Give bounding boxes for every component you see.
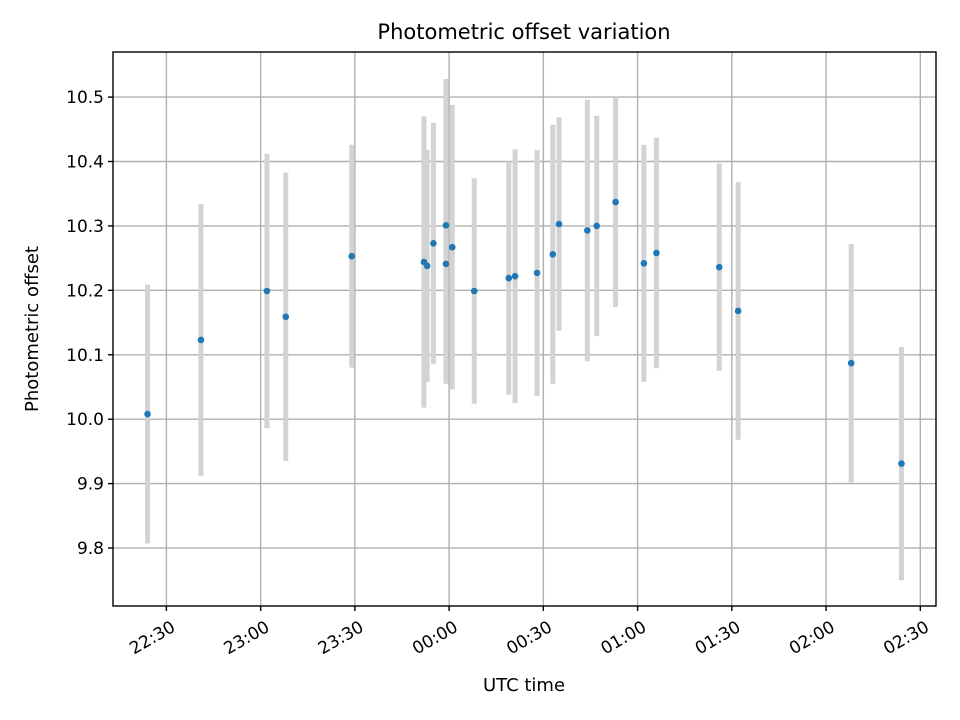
data-point <box>898 460 905 467</box>
grid <box>113 52 936 606</box>
data-point <box>348 252 356 260</box>
data-point <box>423 262 431 270</box>
y-tick-label: 10.3 <box>66 217 104 237</box>
data-point <box>144 410 151 418</box>
data-point <box>505 274 513 282</box>
data-point <box>197 336 205 344</box>
data-point <box>533 269 541 277</box>
x-axis-title: UTC time <box>483 675 565 696</box>
x-tick-label: 02:00 <box>786 617 838 659</box>
data-point <box>448 243 456 251</box>
data-point <box>715 263 723 271</box>
y-axis-title: Photometric offset <box>22 246 43 412</box>
data-point <box>549 250 557 258</box>
data-point <box>584 227 591 234</box>
data-point <box>847 359 855 367</box>
x-tick-label: 01:30 <box>692 617 744 659</box>
data-point <box>263 287 271 295</box>
data-point <box>442 260 450 268</box>
x-tick-label: 22:30 <box>126 617 178 659</box>
y-axis-ticks: 9.8 9.9 10.0 10.1 10.2 10.3 10.4 10.5 <box>66 88 113 559</box>
y-tick-label: 10.5 <box>66 88 104 108</box>
x-tick-label: 02:30 <box>880 617 932 659</box>
data-point <box>470 287 478 295</box>
x-tick-label: 01:00 <box>598 617 650 659</box>
x-axis-ticks: 22:30 23:00 23:30 00:00 00:30 01:00 01:30 02:00… <box>126 606 933 659</box>
data-point <box>442 221 450 229</box>
plot-frame <box>112 51 937 607</box>
data-point <box>640 259 648 267</box>
data-point <box>653 249 660 257</box>
data-point <box>282 313 290 321</box>
x-tick-label: 23:00 <box>221 617 273 659</box>
y-tick-label: 10.4 <box>66 153 104 173</box>
x-tick-label: 00:00 <box>409 617 461 659</box>
data-point <box>593 222 601 230</box>
data-point <box>511 272 519 280</box>
y-tick-label: 9.8 <box>77 539 104 559</box>
data-point <box>612 198 619 206</box>
data-points <box>144 198 905 467</box>
data-point <box>555 220 563 228</box>
data-point <box>430 240 437 247</box>
chart-title: Photometric offset variation <box>377 20 670 44</box>
y-tick-label: 10.1 <box>66 346 104 366</box>
x-tick-label: 23:30 <box>315 617 367 659</box>
y-tick-label: 10.2 <box>66 281 104 301</box>
y-tick-label: 10.0 <box>66 410 104 430</box>
data-point <box>734 307 742 315</box>
x-tick-label: 00:30 <box>503 617 555 659</box>
y-tick-label: 9.9 <box>77 475 104 495</box>
